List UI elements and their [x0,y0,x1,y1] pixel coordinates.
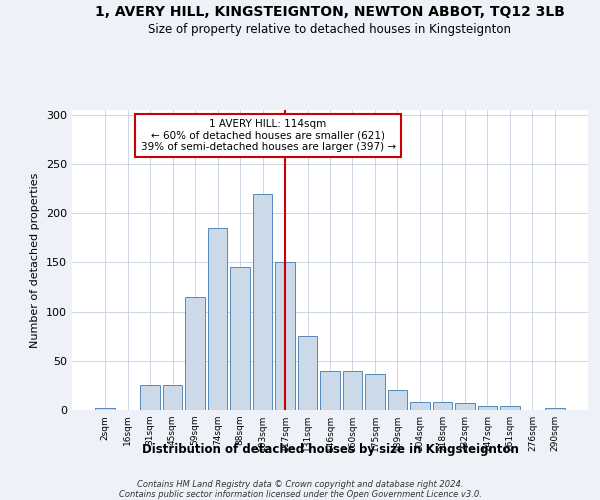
Bar [500,406,520,410]
Bar [298,336,317,410]
Y-axis label: Number of detached properties: Number of detached properties [31,172,40,348]
Text: Contains HM Land Registry data © Crown copyright and database right 2024.
Contai: Contains HM Land Registry data © Crown c… [119,480,481,500]
Bar [433,402,452,410]
Bar [478,406,497,410]
Text: Distribution of detached houses by size in Kingsteignton: Distribution of detached houses by size … [142,442,518,456]
Bar [365,374,385,410]
Bar [163,386,182,410]
Bar [275,262,295,410]
Bar [208,228,227,410]
Text: 1 AVERY HILL: 114sqm
← 60% of detached houses are smaller (621)
39% of semi-deta: 1 AVERY HILL: 114sqm ← 60% of detached h… [140,119,395,152]
Text: 1, AVERY HILL, KINGSTEIGNTON, NEWTON ABBOT, TQ12 3LB: 1, AVERY HILL, KINGSTEIGNTON, NEWTON ABB… [95,5,565,19]
Bar [455,403,475,410]
Bar [545,408,565,410]
Bar [185,297,205,410]
Bar [230,268,250,410]
Bar [410,402,430,410]
Bar [95,408,115,410]
Bar [343,370,362,410]
Bar [388,390,407,410]
Text: Size of property relative to detached houses in Kingsteignton: Size of property relative to detached ho… [149,22,511,36]
Bar [253,194,272,410]
Bar [140,386,160,410]
Bar [320,370,340,410]
